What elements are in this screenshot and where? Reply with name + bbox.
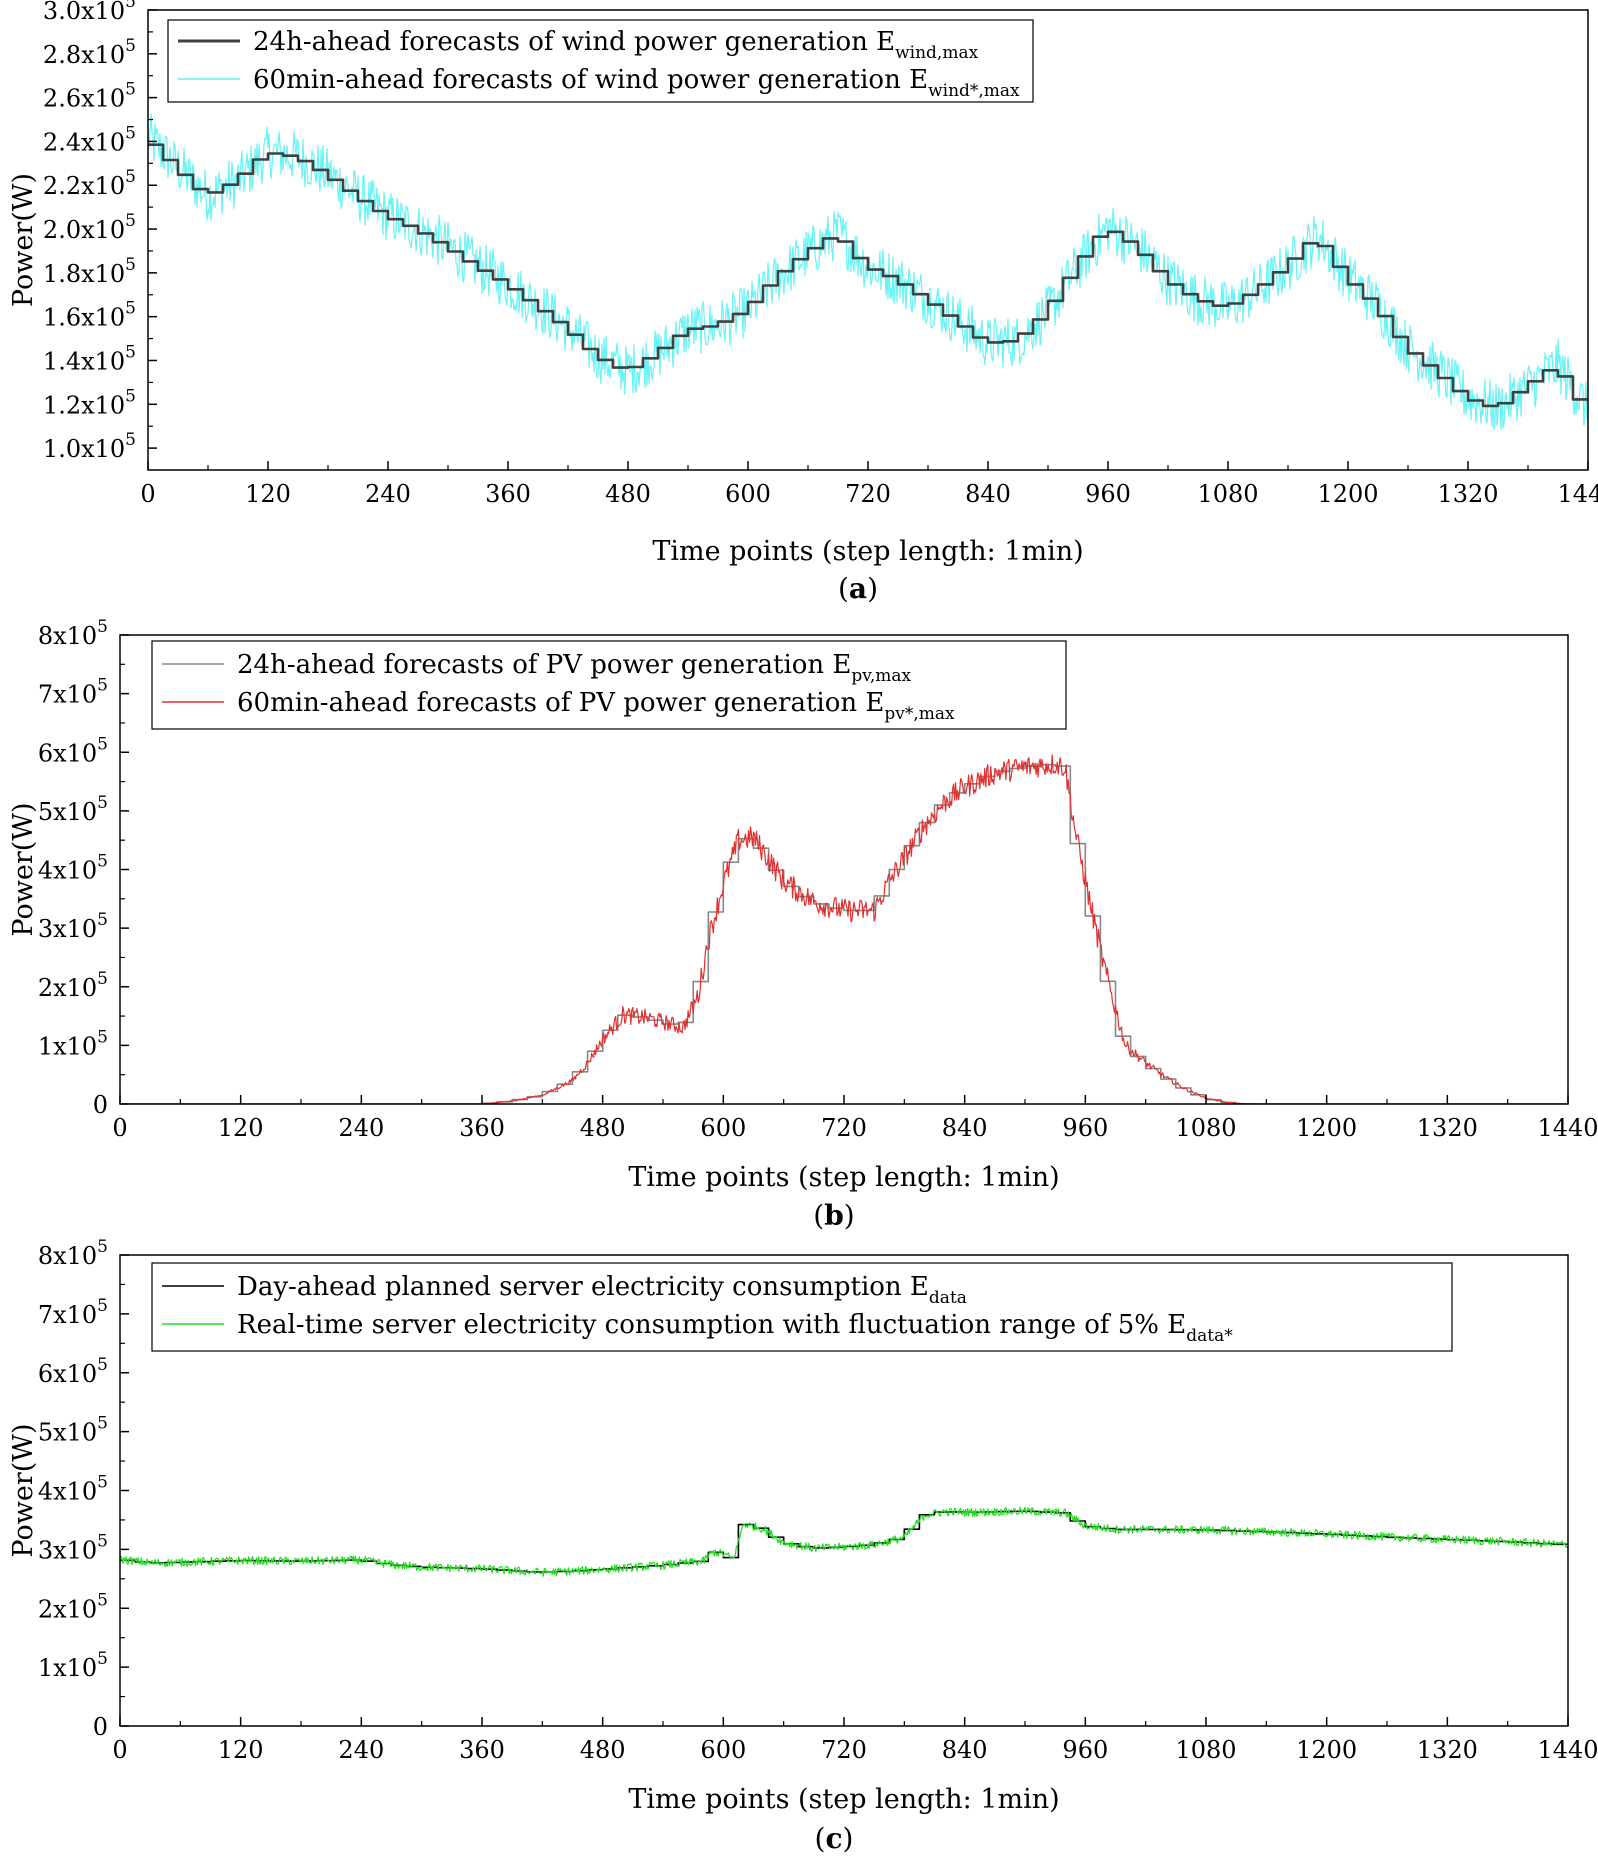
y-tick-label: 0 — [93, 1713, 108, 1741]
y-tick-label: 1x105 — [38, 1649, 108, 1682]
y-tick-label: 5x105 — [38, 793, 108, 826]
legend-entry: 24h-ahead forecasts of PV power generati… — [237, 650, 912, 686]
x-tick-label: 360 — [459, 1736, 505, 1764]
y-axis-title: Power(W) — [8, 802, 39, 936]
x-tick-label: 480 — [580, 1736, 626, 1764]
y-tick-label: 2.8x105 — [43, 36, 136, 69]
y-tick-label: 2.4x105 — [43, 123, 136, 156]
x-tick-label: 1200 — [1296, 1114, 1357, 1142]
x-tick-label: 480 — [580, 1114, 626, 1142]
x-tick-label: 960 — [1085, 480, 1131, 508]
x-tick-label: 1200 — [1296, 1736, 1357, 1764]
y-tick-label: 1.4x105 — [43, 342, 136, 375]
y-tick-label: 2x105 — [38, 1590, 108, 1623]
y-tick-label: 2.6x105 — [43, 80, 136, 113]
y-tick-label: 7x105 — [38, 1296, 108, 1329]
x-tick-label: 960 — [1062, 1114, 1108, 1142]
legend-entry: Day-ahead planned server electricity con… — [237, 1272, 967, 1308]
x-tick-label: 600 — [700, 1736, 746, 1764]
x-tick-label: 840 — [942, 1114, 988, 1142]
y-tick-label: 1.0x105 — [43, 430, 136, 463]
x-tick-label: 1320 — [1417, 1114, 1478, 1142]
x-tick-label: 1320 — [1417, 1736, 1478, 1764]
x-tick-label: 360 — [459, 1114, 505, 1142]
x-tick-label: 600 — [725, 480, 771, 508]
x-tick-label: 240 — [338, 1736, 384, 1764]
y-tick-label: 6x105 — [38, 1355, 108, 1388]
legend: 24h-ahead forecasts of wind power genera… — [167, 19, 1034, 103]
chart-panel-c: 0 120 240 360 480 600 720 840 960 1080 1200 1320 144… — [8, 1237, 1598, 1855]
y-tick-label: 1.2x105 — [43, 386, 136, 419]
x-tick-label: 960 — [1062, 1736, 1108, 1764]
legend-entry: 24h-ahead forecasts of wind power genera… — [253, 27, 979, 63]
y-tick-label: 2.0x105 — [43, 211, 136, 244]
series-line-day-ahead — [148, 143, 1588, 408]
series-line-real-time — [120, 754, 1568, 1104]
x-tick-label: 1080 — [1175, 1736, 1236, 1764]
x-tick-label: 120 — [218, 1114, 264, 1142]
series-group — [120, 1506, 1568, 1577]
y-tick-label: 4x105 — [38, 1473, 108, 1506]
x-tick-label: 120 — [218, 1736, 264, 1764]
legend-entry: 60min-ahead forecasts of PV power genera… — [237, 688, 955, 724]
y-tick-label: 1.8x105 — [43, 255, 136, 288]
legend-box — [167, 19, 1034, 103]
panel-label: (c) — [815, 1822, 854, 1855]
legend-entry: Real-time server electricity consumption… — [237, 1310, 1233, 1346]
x-tick-label: 840 — [942, 1736, 988, 1764]
x-tick-label: 480 — [605, 480, 651, 508]
x-tick-label: 0 — [112, 1114, 127, 1142]
chart-panel-b: 0 120 240 360 480 600 720 840 960 1080 1200 1320 144… — [8, 617, 1598, 1232]
x-tick-label: 720 — [845, 480, 891, 508]
y-tick-label: 2x105 — [38, 969, 108, 1002]
x-tick-label: 600 — [700, 1114, 746, 1142]
panel-label: (b) — [813, 1199, 854, 1232]
x-tick-label: 1440 — [1557, 480, 1598, 508]
x-tick-label: 0 — [140, 480, 155, 508]
y-tick-label: 3.0x105 — [43, 0, 136, 25]
y-tick-label: 7x105 — [38, 676, 108, 709]
x-tick-label: 840 — [965, 480, 1011, 508]
y-tick-label: 2.2x105 — [43, 167, 136, 200]
y-tick-label: 3x105 — [38, 910, 108, 943]
y-tick-label: 8x105 — [38, 617, 108, 650]
x-tick-label: 240 — [365, 480, 411, 508]
legend-box — [151, 640, 1067, 730]
chart-panel-a: 0 120 240 360 480 600 720 840 960 1080 1200 1320 144… — [8, 0, 1598, 605]
x-tick-label: 0 — [112, 1736, 127, 1764]
series-group — [148, 113, 1588, 431]
y-tick-label: 4x105 — [38, 852, 108, 885]
x-axis-title: Time points (step length: 1min) — [628, 1162, 1059, 1193]
y-tick-label: 6x105 — [38, 734, 108, 767]
legend: Day-ahead planned server electricity con… — [151, 1262, 1453, 1352]
x-tick-label: 120 — [245, 480, 291, 508]
legend: 24h-ahead forecasts of PV power generati… — [151, 640, 1067, 730]
panel-label: (a) — [838, 572, 878, 605]
x-axis-title: Time points (step length: 1min) — [652, 536, 1083, 567]
y-axis-title: Power(W) — [8, 173, 39, 307]
x-tick-label: 720 — [821, 1114, 867, 1142]
y-tick-label: 1x105 — [38, 1027, 108, 1060]
x-tick-label: 1200 — [1317, 480, 1378, 508]
x-tick-label: 1440 — [1537, 1114, 1598, 1142]
legend-entry: 60min-ahead forecasts of wind power gene… — [253, 65, 1020, 101]
x-tick-label: 720 — [821, 1736, 867, 1764]
x-tick-label: 1080 — [1175, 1114, 1236, 1142]
series-line-real-time — [120, 1506, 1568, 1577]
y-axis-title: Power(W) — [8, 1423, 39, 1557]
x-tick-label: 360 — [485, 480, 531, 508]
y-tick-label: 0 — [93, 1091, 108, 1119]
y-tick-label: 5x105 — [38, 1414, 108, 1447]
y-tick-label: 3x105 — [38, 1531, 108, 1564]
x-tick-label: 1320 — [1437, 480, 1498, 508]
y-tick-label: 1.6x105 — [43, 299, 136, 332]
x-tick-label: 1080 — [1197, 480, 1258, 508]
x-tick-label: 240 — [338, 1114, 384, 1142]
legend-box — [151, 1262, 1453, 1352]
y-tick-label: 8x105 — [38, 1237, 108, 1270]
x-tick-label: 1440 — [1537, 1736, 1598, 1764]
x-axis-title: Time points (step length: 1min) — [628, 1784, 1059, 1815]
